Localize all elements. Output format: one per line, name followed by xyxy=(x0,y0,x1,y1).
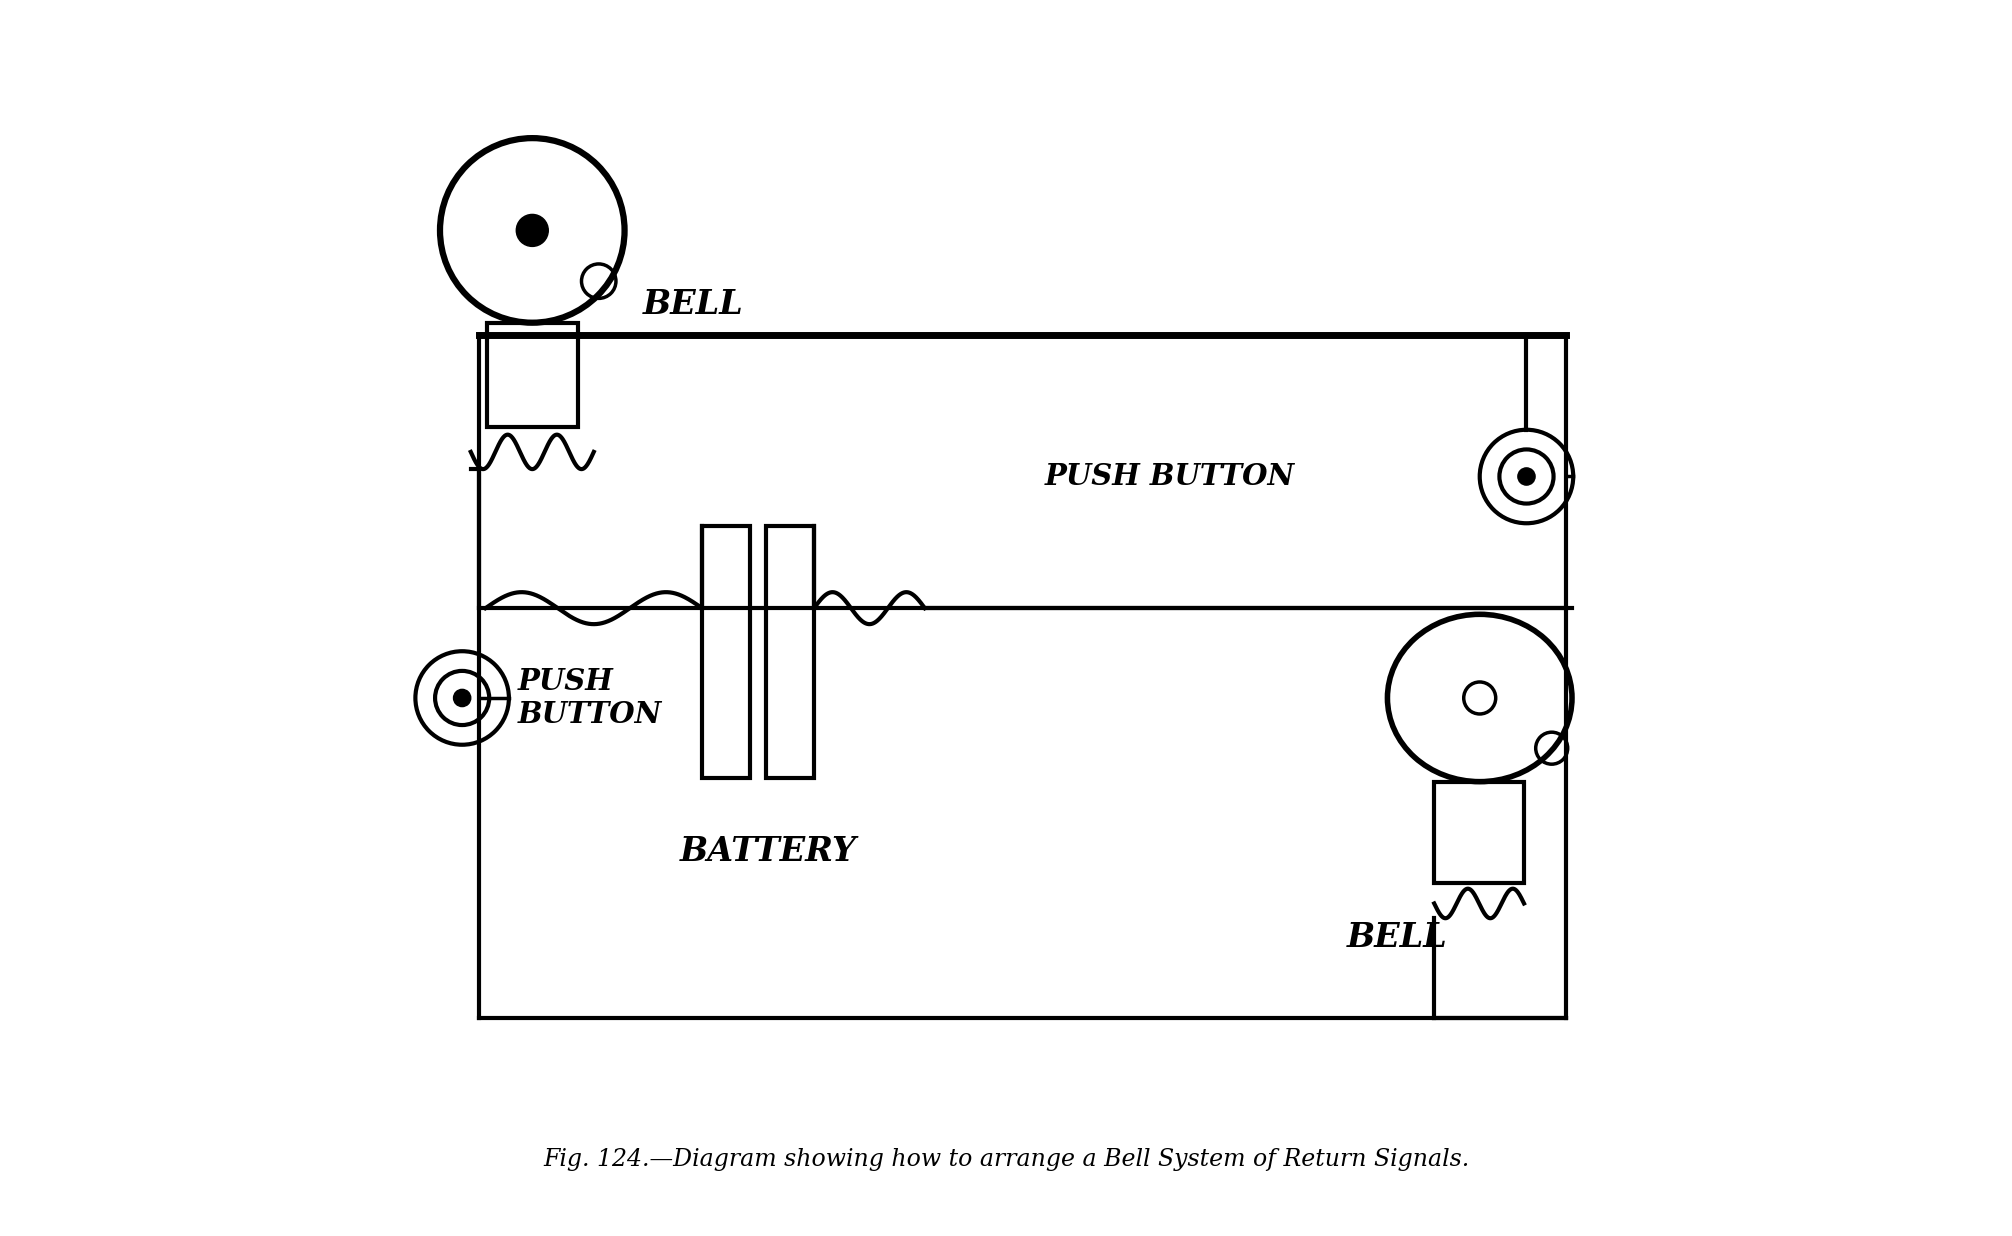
Circle shape xyxy=(517,214,549,246)
Bar xyxy=(487,323,577,428)
Circle shape xyxy=(453,690,471,707)
Circle shape xyxy=(1517,468,1535,485)
Bar xyxy=(1435,781,1523,883)
Bar xyxy=(767,525,815,777)
Text: BATTERY: BATTERY xyxy=(680,836,857,868)
Text: PUSH
BUTTON: PUSH BUTTON xyxy=(517,666,662,729)
Text: BELL: BELL xyxy=(644,288,744,320)
Text: BELL: BELL xyxy=(1346,921,1447,954)
Bar xyxy=(702,525,750,777)
Text: PUSH BUTTON: PUSH BUTTON xyxy=(1044,462,1296,491)
Text: Fig. 124.—Diagram showing how to arrange a Bell System of Return Signals.: Fig. 124.—Diagram showing how to arrange… xyxy=(543,1148,1469,1170)
